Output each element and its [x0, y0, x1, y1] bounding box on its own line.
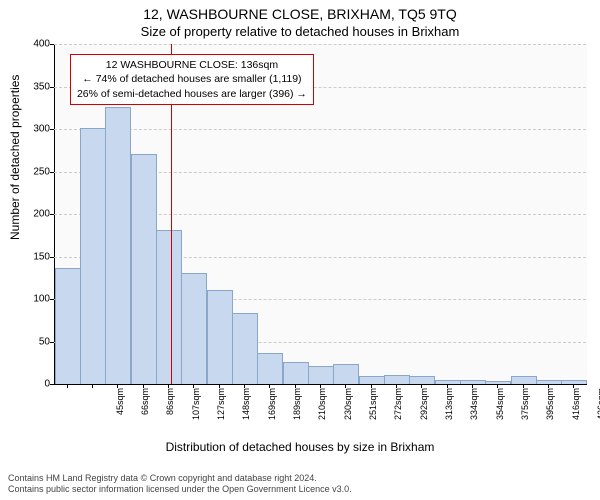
x-tick-label: 230sqm [343, 388, 353, 438]
histogram-bar [511, 376, 537, 384]
x-tick-label: 334sqm [469, 388, 479, 438]
histogram-bar [359, 376, 385, 384]
histogram-bar [257, 353, 283, 384]
histogram-bar [80, 128, 106, 384]
x-tick-label: 189sqm [292, 388, 302, 438]
histogram-bar [181, 273, 207, 385]
histogram-bar [561, 380, 587, 384]
footer-line-1: Contains HM Land Registry data © Crown c… [8, 473, 352, 485]
x-tick-label: 436sqm [596, 388, 600, 438]
page-subtitle: Size of property relative to detached ho… [0, 24, 600, 39]
y-tick-label: 200 [33, 209, 50, 220]
x-tick-label: 375sqm [520, 388, 530, 438]
x-tick-label: 292sqm [419, 388, 429, 438]
y-tick-label: 250 [33, 166, 50, 177]
histogram-bar [232, 313, 258, 384]
histogram-bar [409, 376, 435, 384]
annotation-line: 26% of semi-detached houses are larger (… [77, 87, 307, 101]
y-tick-label: 100 [33, 294, 50, 305]
histogram-bar [308, 366, 334, 384]
histogram-bar [207, 290, 233, 385]
x-tick-label: 45sqm [115, 388, 125, 438]
x-tick-label: 210sqm [317, 388, 327, 438]
y-axis-label: Number of detached properties [8, 75, 22, 240]
y-tick-label: 150 [33, 251, 50, 262]
footer-line-2: Contains public sector information licen… [8, 484, 352, 496]
y-tick-label: 300 [33, 124, 50, 135]
x-tick-label: 148sqm [241, 388, 251, 438]
x-tick-label: 251sqm [368, 388, 378, 438]
x-tick-label: 354sqm [495, 388, 505, 438]
y-tick-label: 400 [33, 39, 50, 50]
x-tick-label: 169sqm [267, 388, 277, 438]
x-axis-label: Distribution of detached houses by size … [0, 440, 600, 454]
annotation-box: 12 WASHBOURNE CLOSE: 136sqm← 74% of deta… [70, 54, 314, 105]
x-tick-label: 107sqm [191, 388, 201, 438]
y-tick-label: 0 [44, 379, 50, 390]
histogram-bar [105, 107, 131, 384]
plot-area: 05010015020025030035040045sqm66sqm86sqm1… [54, 44, 586, 384]
gridline [54, 129, 586, 130]
gridline [54, 44, 586, 45]
annotation-line: 12 WASHBOURNE CLOSE: 136sqm [77, 58, 307, 72]
x-tick-label: 66sqm [140, 388, 150, 438]
x-tick-label: 127sqm [216, 388, 226, 438]
y-tick-label: 50 [39, 336, 50, 347]
chart-container: 12, WASHBOURNE CLOSE, BRIXHAM, TQ5 9TQ S… [0, 0, 600, 500]
histogram-bar [55, 268, 81, 384]
x-tick-label: 86sqm [165, 388, 175, 438]
histogram-bar [156, 230, 182, 384]
footer-attribution: Contains HM Land Registry data © Crown c… [8, 473, 352, 496]
y-tick-label: 350 [33, 81, 50, 92]
histogram-bar [333, 364, 359, 384]
page-title: 12, WASHBOURNE CLOSE, BRIXHAM, TQ5 9TQ [0, 6, 600, 22]
x-tick-label: 416sqm [571, 388, 581, 438]
histogram-bar [485, 381, 511, 384]
annotation-line: ← 74% of detached houses are smaller (1,… [77, 72, 307, 86]
x-tick-label: 272sqm [393, 388, 403, 438]
histogram-bar [283, 362, 309, 384]
histogram-bar [131, 154, 157, 385]
histogram-bar [384, 375, 410, 385]
x-tick-label: 395sqm [545, 388, 555, 438]
histogram-bar [435, 380, 461, 384]
x-tick-label: 313sqm [444, 388, 454, 438]
